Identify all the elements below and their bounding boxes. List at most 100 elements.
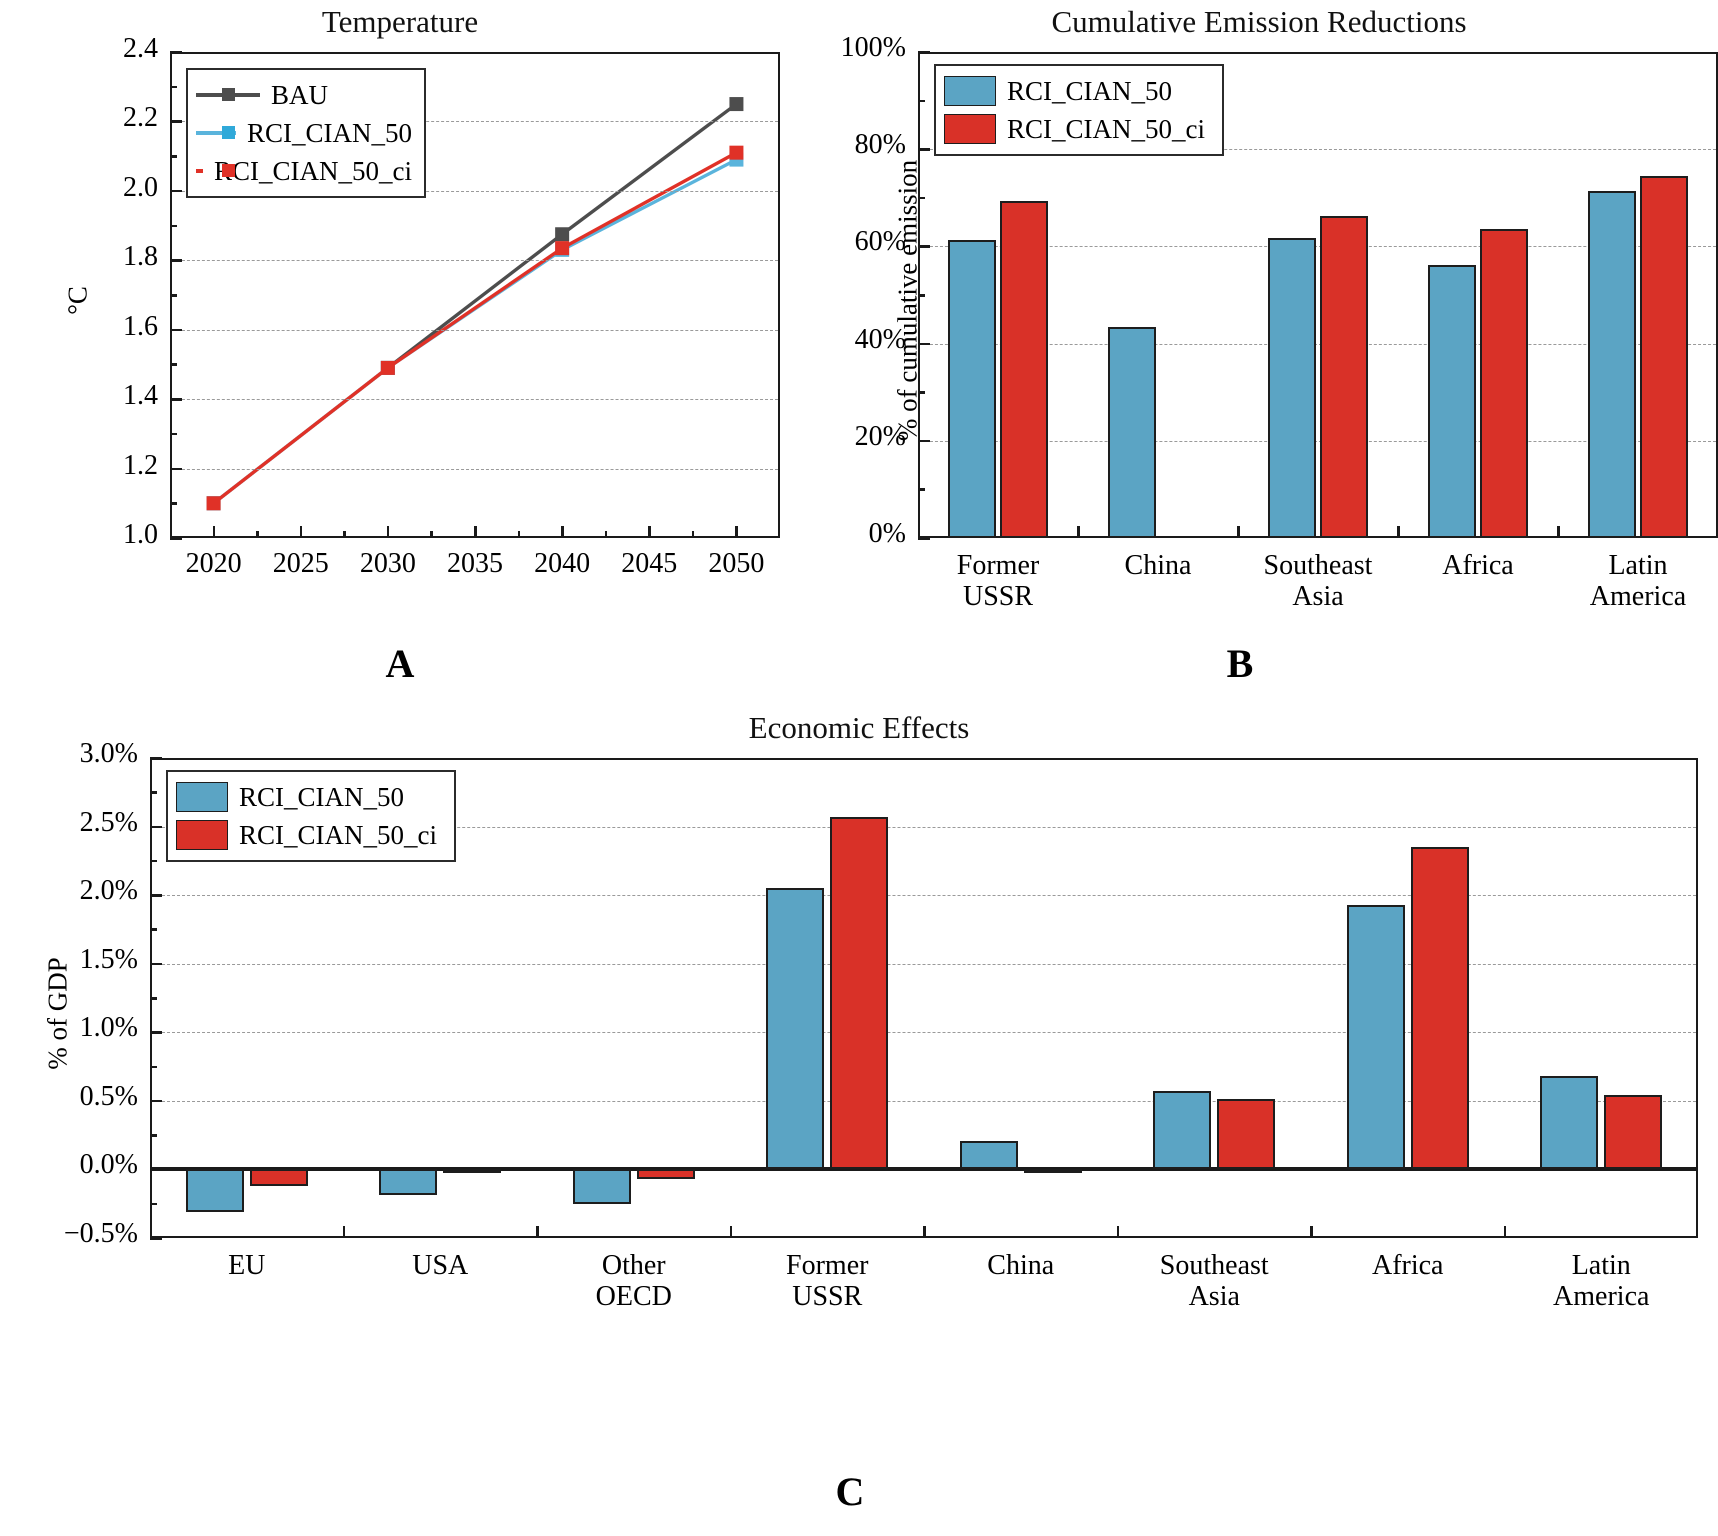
gridline-horizontal	[152, 895, 1696, 897]
x-tick-mark	[729, 1226, 732, 1238]
x-tick-label-line1: Latin	[1571, 1250, 1631, 1281]
y-tick-label: −0.5%	[63, 1218, 138, 1249]
y-tick-mark	[918, 245, 930, 248]
x-minor-tick-mark	[343, 531, 346, 538]
line-swatch-icon	[196, 126, 236, 139]
x-tick-label: China	[891, 1250, 1151, 1281]
y-tick-label: 1.0%	[79, 1012, 138, 1044]
panel-b-title: Cumulative Emission Reductions	[1051, 4, 1467, 39]
x-tick-mark	[536, 1226, 539, 1238]
x-tick-mark	[1557, 526, 1560, 538]
legend-label: RCI_CIAN_50	[239, 781, 405, 812]
y-tick-label: 1.8	[123, 241, 158, 273]
x-tick-mark	[1077, 526, 1080, 538]
y-minor-tick-mark	[150, 1202, 157, 1206]
bar-other-oecd-rci_cian_50	[572, 1169, 631, 1204]
y-tick-mark	[170, 467, 182, 471]
y-tick-label: 20%	[854, 420, 906, 452]
x-tick-mark	[474, 526, 477, 538]
y-tick-label: 60%	[854, 226, 906, 258]
y-tick-mark	[170, 398, 182, 401]
y-tick-label: 2.4	[123, 33, 158, 64]
panel-b-legend: RCI_CIAN_50 RCI_CIAN_50_ci	[934, 64, 1224, 156]
legend-label: RCI_CIAN_50_ci	[239, 819, 437, 850]
panel-c-title: Economic Effects	[748, 710, 970, 745]
x-tick-label: Southeast Asia	[1188, 550, 1448, 613]
gridline-horizontal	[172, 399, 778, 401]
data-point-marker	[729, 97, 744, 112]
x-minor-tick-mark	[517, 531, 521, 538]
y-tick-label: 2.2	[123, 102, 158, 134]
x-tick-mark	[561, 526, 564, 538]
panel-c-legend: RCI_CIAN_50 RCI_CIAN_50_ci	[166, 770, 456, 862]
legend-row-rci-cian-50-ci: RCI_CIAN_50_ci	[196, 152, 412, 190]
x-tick-mark	[342, 1226, 345, 1238]
x-minor-tick-mark	[691, 531, 695, 538]
y-tick-mark	[150, 825, 162, 829]
panel-a-legend: BAU RCI_CIAN_50 RCI_CIAN_50_ci	[186, 68, 426, 198]
y-tick-label: 1.0	[123, 519, 158, 550]
bar-southeast-asia-rci_cian_50_ci	[1217, 1099, 1276, 1170]
y-minor-tick-mark	[150, 1134, 157, 1137]
gridline-horizontal	[152, 826, 1696, 828]
panel-letter-c: C	[835, 1469, 865, 1514]
x-tick-label-line2: America	[1589, 581, 1687, 613]
legend-label: RCI_CIAN_50	[1007, 75, 1173, 106]
bar-usa-rci_cian_50	[379, 1169, 438, 1196]
gridline-horizontal	[172, 468, 778, 470]
y-tick-mark	[170, 51, 182, 54]
gridline-horizontal	[152, 1100, 1696, 1102]
y-minor-tick-mark	[150, 791, 157, 794]
x-tick-label: Africa	[1348, 550, 1608, 581]
x-tick-label-line1: Former	[786, 1250, 869, 1281]
x-tick-label-line2: USSR	[792, 1281, 863, 1313]
x-tick-label: EU	[117, 1250, 377, 1281]
y-tick-label: 2.0	[123, 171, 158, 203]
x-tick-label-line1: Latin	[1608, 550, 1668, 581]
y-tick-mark	[150, 757, 162, 760]
x-tick-mark	[299, 526, 303, 538]
x-minor-tick-mark	[604, 531, 608, 538]
x-minor-tick-mark	[256, 531, 259, 538]
x-tick-label-line1: Southeast	[1159, 1250, 1269, 1281]
gridline-horizontal	[920, 440, 1716, 442]
x-tick-label-line2: OECD	[595, 1281, 672, 1313]
bar-latin-america-rci_cian_50_ci	[1640, 175, 1689, 538]
bar-other-oecd-rci_cian_50_ci	[636, 1169, 695, 1180]
x-tick-mark	[1237, 526, 1240, 538]
y-tick-label: 1.4	[123, 380, 158, 412]
x-tick-label: Former USSR	[868, 550, 1128, 613]
y-tick-mark	[918, 342, 930, 346]
x-tick-label: Latin America	[1508, 550, 1718, 613]
y-tick-label: 3.0%	[79, 738, 138, 769]
y-tick-mark	[170, 328, 182, 332]
y-tick-mark	[918, 537, 930, 540]
y-tick-mark	[170, 259, 182, 262]
bar-africa-rci_cian_50_ci	[1410, 847, 1469, 1170]
legend-label: RCI_CIAN_50_ci	[1007, 113, 1205, 144]
y-tick-mark	[150, 962, 162, 966]
bar-former-ussr-rci_cian_50_ci	[830, 816, 889, 1170]
line-swatch-icon	[196, 88, 260, 101]
bar-usa-rci_cian_50_ci	[443, 1169, 502, 1174]
bar-africa-rci_cian_50	[1427, 264, 1476, 538]
gridline-horizontal	[920, 343, 1716, 345]
bar-latin-america-rci_cian_50_ci	[1604, 1095, 1663, 1170]
y-minor-tick-mark	[170, 294, 177, 297]
legend-row-rci-cian-50: RCI_CIAN_50	[196, 114, 412, 152]
bar-africa-rci_cian_50	[1346, 904, 1405, 1170]
data-point-marker	[555, 227, 570, 242]
y-tick-mark	[150, 1099, 162, 1103]
x-minor-tick-mark	[735, 531, 738, 538]
y-minor-tick-mark	[918, 294, 925, 297]
y-tick-mark	[170, 189, 182, 193]
bar-southeast-asia-rci_cian_50	[1267, 238, 1316, 538]
y-tick-mark	[918, 51, 930, 54]
y-tick-label: 1.6	[123, 310, 158, 342]
legend-row-rci-cian-50-ci: RCI_CIAN_50_ci	[176, 816, 442, 854]
bar-china-rci_cian_50	[1107, 326, 1156, 538]
x-tick-label: USA	[310, 1250, 570, 1281]
x-tick-label: Southeast Asia	[1084, 1250, 1344, 1313]
y-tick-mark	[150, 894, 162, 897]
data-point-marker	[729, 145, 744, 160]
